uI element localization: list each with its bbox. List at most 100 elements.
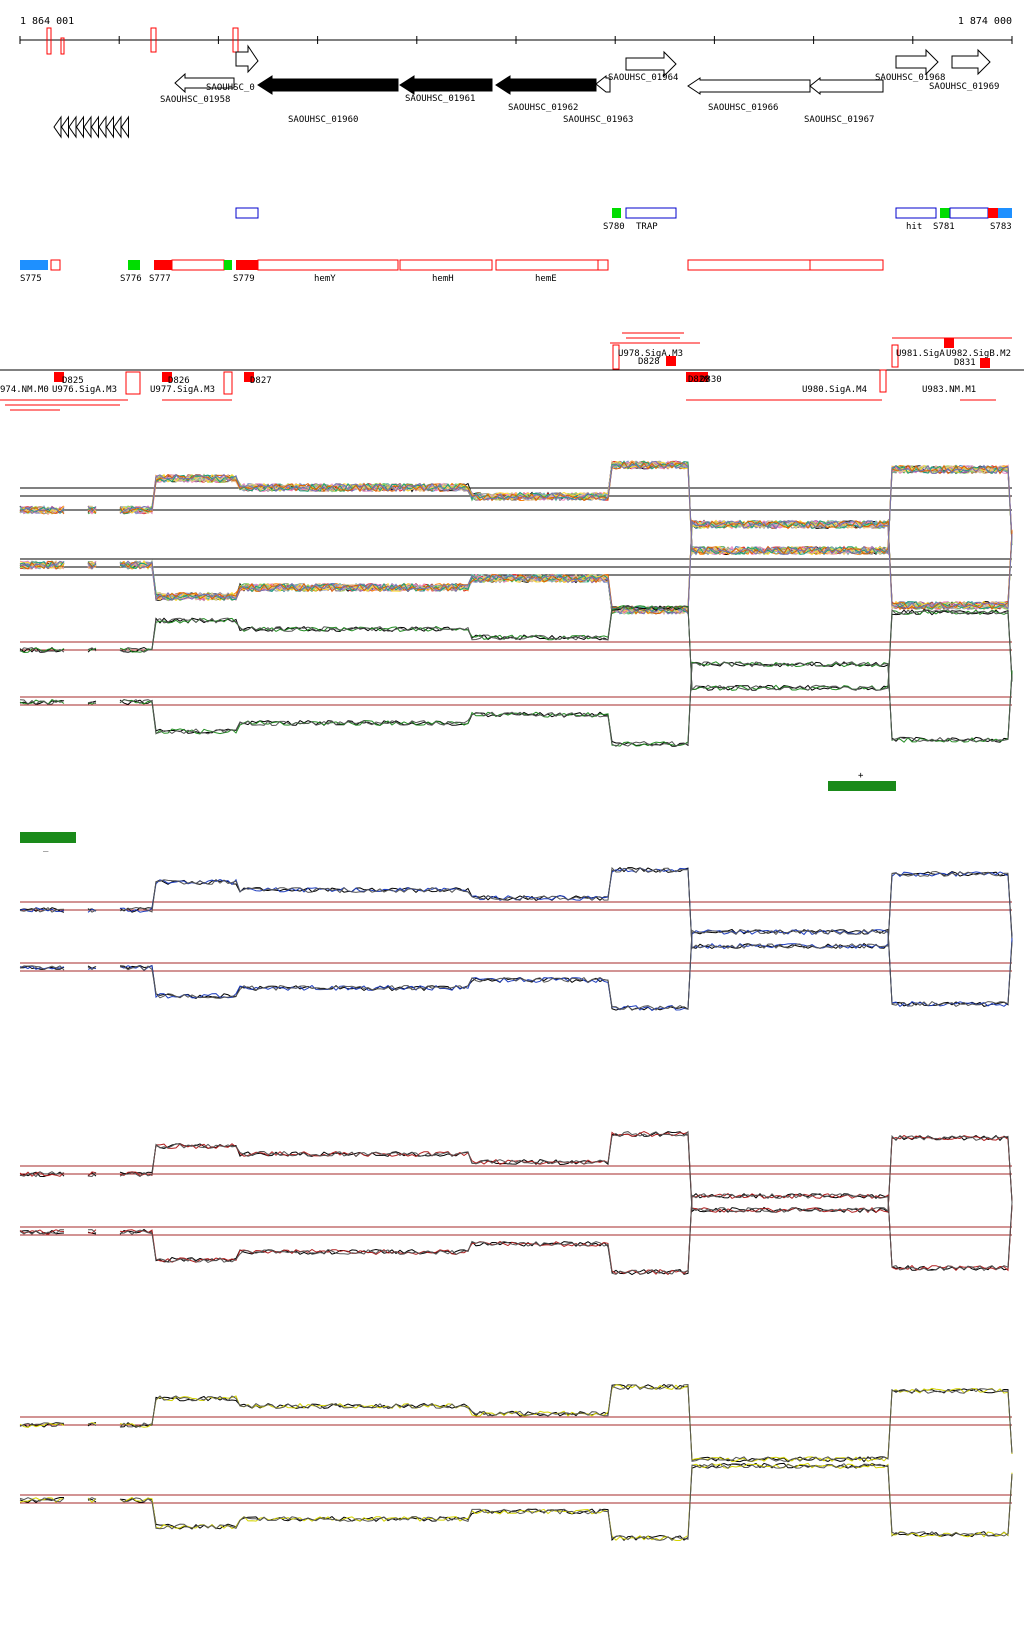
small-gene-arrow xyxy=(83,115,92,139)
plus-marker: + xyxy=(858,771,864,781)
gene-arrow[interactable] xyxy=(235,44,259,74)
expression-band xyxy=(19,866,1013,950)
trace-line xyxy=(19,661,1013,747)
small-gene-arrow xyxy=(68,115,77,139)
gene-arrow[interactable] xyxy=(174,72,235,94)
gene-arrow[interactable] xyxy=(595,74,611,93)
ruler-end-label: 1 874 000 xyxy=(958,16,1012,27)
transcript-label: U977.SigA.M3 xyxy=(150,385,215,395)
gene-label: SAOUHSC_01968 xyxy=(875,73,945,83)
gene-label: SAOUHSC_01966 xyxy=(708,103,778,113)
small-gene-arrow xyxy=(113,115,122,139)
gene-label: SAOUHSC_01962 xyxy=(508,103,578,113)
transcript-label: U981.SigA xyxy=(896,349,945,359)
feature-label: hemY xyxy=(314,274,336,284)
small-gene-arrow xyxy=(105,115,114,139)
gene-arrow[interactable] xyxy=(687,77,811,95)
expression-band xyxy=(19,928,1013,1012)
small-gene-arrow xyxy=(120,115,129,139)
position-ruler: 1 864 001 1 874 000 xyxy=(19,16,1013,55)
gene-label: SAOUHSC_01964 xyxy=(608,73,678,83)
trace-line xyxy=(19,661,1013,747)
feature-label: hit xyxy=(906,222,922,232)
small-gene-arrow xyxy=(75,115,84,139)
trace-line xyxy=(19,1193,1013,1275)
trace-line xyxy=(19,866,1013,950)
expression-band xyxy=(19,518,1013,616)
transcript-label: D830 xyxy=(700,375,722,385)
gene-arrow[interactable] xyxy=(895,48,939,76)
trace-line xyxy=(20,461,1013,555)
trace-line xyxy=(19,519,1013,613)
gene-label: SAOUHSC_01969 xyxy=(929,82,999,92)
transcript-label: U978.SigA.M3 xyxy=(618,349,683,359)
trace-line xyxy=(19,605,1013,691)
gene-arrow[interactable] xyxy=(399,75,493,95)
small-gene-arrow xyxy=(90,115,99,139)
transcript-label: 974.NM.M0 xyxy=(0,385,49,395)
feature-label: TRAP xyxy=(636,222,658,232)
ruler-start-label: 1 864 001 xyxy=(20,16,74,27)
expression-band xyxy=(19,605,1013,691)
trace-line xyxy=(19,1383,1013,1462)
green-bar-minus: _ xyxy=(20,832,76,853)
trace-line xyxy=(19,460,1013,556)
transcript-label: D826 xyxy=(168,376,190,386)
trace-line xyxy=(19,867,1013,949)
transcript-label: D828 xyxy=(638,357,660,367)
trace-line xyxy=(19,661,1013,747)
feature-label: S777 xyxy=(149,274,171,284)
feature-label: hemH xyxy=(432,274,454,284)
expression-band xyxy=(19,661,1013,747)
transcript-label: U982.SigB.M2 xyxy=(946,349,1011,359)
trace-line xyxy=(19,519,1013,615)
trace-line xyxy=(19,928,1013,1011)
transcript-label: D829 xyxy=(688,375,710,385)
trace-line xyxy=(19,605,1013,691)
trace-line xyxy=(20,520,1013,616)
ruler-ticks xyxy=(19,36,1013,44)
feature-label: hemE xyxy=(535,274,557,284)
trace-line xyxy=(19,605,1013,691)
transcript-label: U983.NM.M1 xyxy=(922,385,976,395)
gene-arrow[interactable] xyxy=(809,76,884,96)
small-gene-arrows xyxy=(53,115,129,139)
expression-band xyxy=(19,1383,1013,1463)
expression-band xyxy=(19,1462,1013,1542)
gene-arrow[interactable] xyxy=(257,75,399,95)
feature-label: S776 xyxy=(120,274,142,284)
trace-line xyxy=(19,1131,1013,1214)
transcript-label: D827 xyxy=(250,376,272,386)
gene-label: SAOUHSC_01961 xyxy=(405,94,475,104)
trace-line xyxy=(19,1130,1013,1213)
gene-label: SAOUHSC_01960 xyxy=(288,115,358,125)
small-gene-arrow xyxy=(53,115,62,139)
green-bar-plus: + xyxy=(828,771,896,791)
feature-label: S779 xyxy=(233,274,255,284)
gene-label: SAOUHSC_0 xyxy=(206,83,255,93)
feature-label: S783 xyxy=(990,222,1012,232)
trace-line xyxy=(19,1463,1013,1541)
trace-line xyxy=(19,1383,1013,1463)
trace-line xyxy=(19,929,1013,1012)
expression-band xyxy=(19,1192,1013,1276)
transcript-label: U976.SigA.M3 xyxy=(52,385,117,395)
gene-arrow[interactable] xyxy=(625,50,677,78)
gene-label: SAOUHSC_01963 xyxy=(563,115,633,125)
small-gene-arrow xyxy=(60,115,69,139)
trace-line xyxy=(19,1130,1013,1214)
gene-arrow[interactable] xyxy=(495,75,597,95)
expression-traces xyxy=(19,460,1013,1542)
small-gene-arrow xyxy=(98,115,107,139)
trace-line xyxy=(19,1384,1013,1463)
expression-band xyxy=(19,460,1013,556)
expression-band xyxy=(19,1130,1013,1214)
gene-arrow[interactable] xyxy=(951,48,991,76)
feature-label: S775 xyxy=(20,274,42,284)
transcript-label: D831 xyxy=(954,358,976,368)
gene-track: SAOUHSC_01958 SAOUHSC_0 SAOUHSC_01960 SA… xyxy=(53,44,999,139)
feature-label: S781 xyxy=(933,222,955,232)
feature-track-mid: S775 S776 S777 S779 hemY hemH hemE xyxy=(20,259,884,284)
trace-line xyxy=(19,1462,1013,1541)
